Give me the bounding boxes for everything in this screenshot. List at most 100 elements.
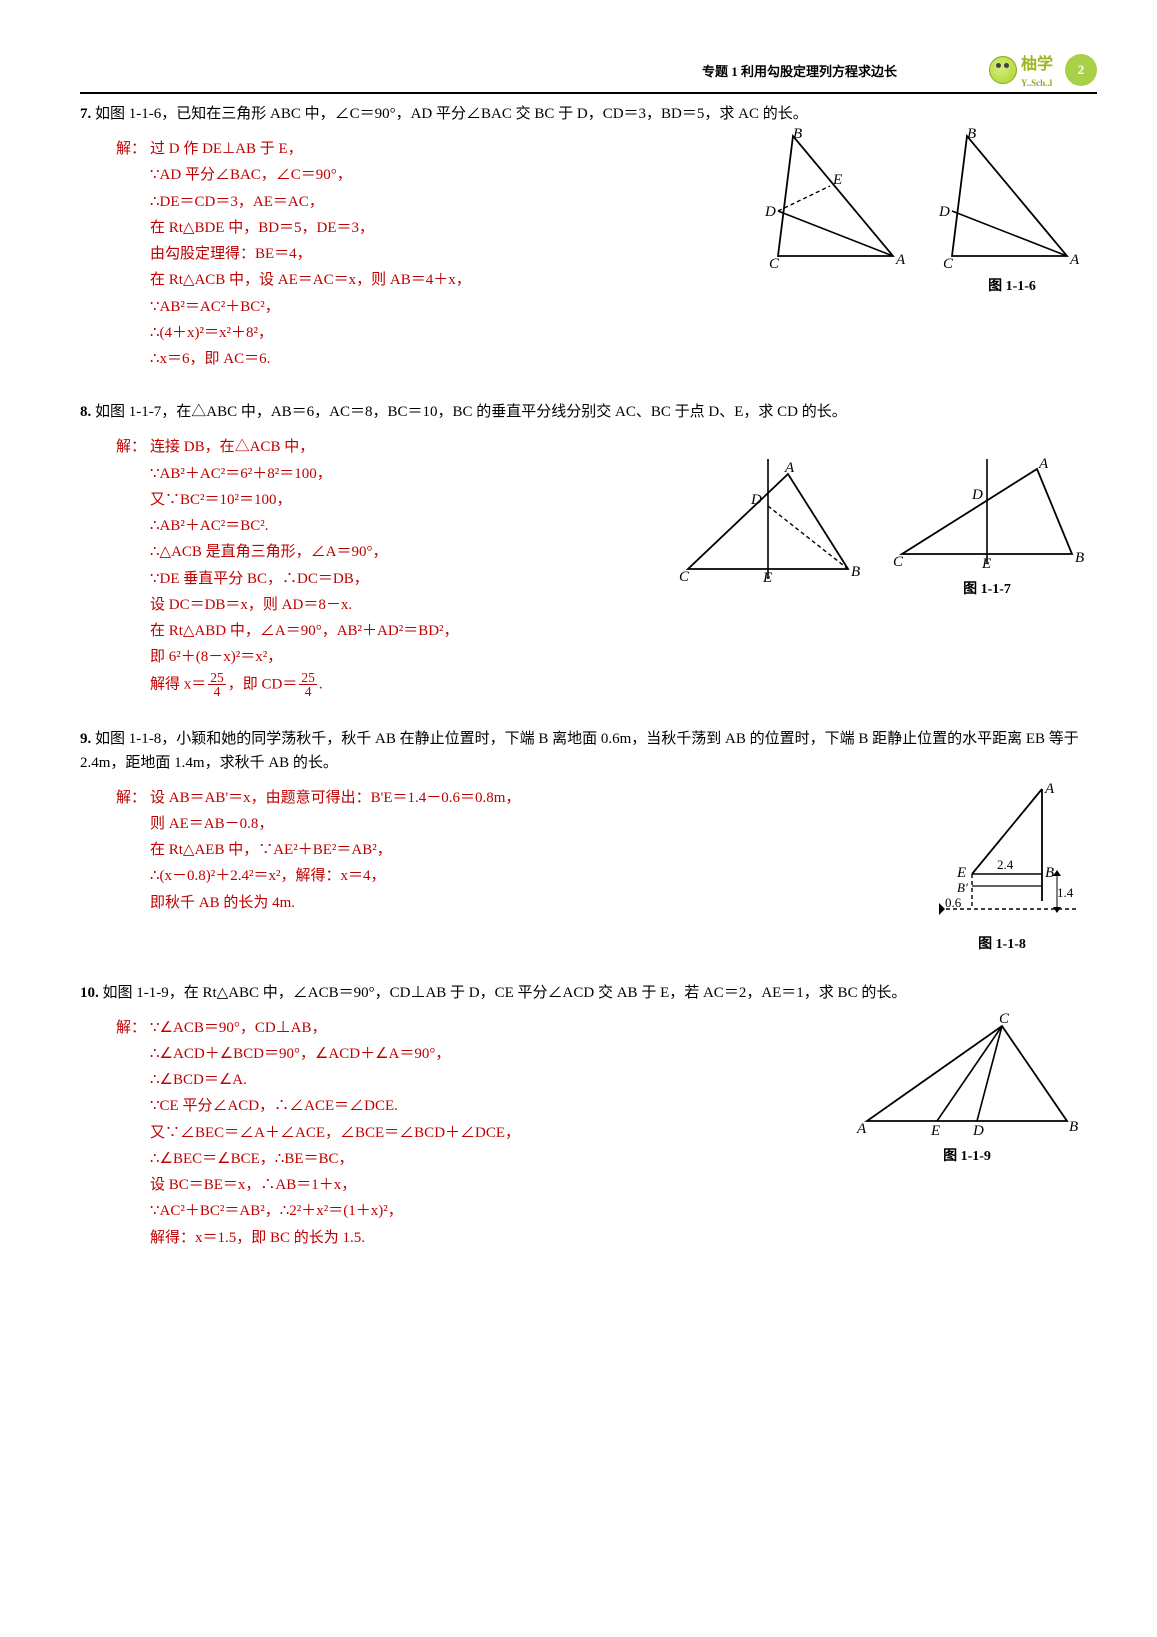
- problem-stem: 如图 1-1-7，在△ABC 中，AB＝6，AC＝8，BC＝10，BC 的垂直平…: [95, 404, 847, 420]
- solution-line: ∵DE 垂直平分 BC，∴DC＝DB，: [116, 566, 655, 592]
- page-number-badge: 2: [1065, 54, 1097, 86]
- svg-text:B: B: [1045, 865, 1054, 881]
- solution-line: 连接 DB，在△ACB 中，: [146, 439, 314, 455]
- svg-text:A: A: [1069, 252, 1080, 268]
- solution-7: 解：过 D 作 DE⊥AB 于 E， ∵AD 平分∠BAC，∠C＝90°， ∴D…: [80, 136, 745, 372]
- problem-stem: 如图 1-1-6，已知在三角形 ABC 中，∠C＝90°，AD 平分∠BAC 交…: [95, 106, 808, 122]
- fraction-den: 4: [299, 685, 317, 699]
- svg-text:E: E: [832, 172, 842, 188]
- svg-text:C: C: [999, 1011, 1010, 1027]
- figure-label: 图 1-1-7: [887, 578, 1087, 598]
- svg-text:E: E: [956, 865, 966, 881]
- solution-text: .: [319, 676, 323, 692]
- problem-number: 10.: [80, 985, 99, 1001]
- svg-text:D: D: [750, 492, 762, 508]
- solution-line: ∴(4＋x)²＝x²＋8²，: [116, 320, 745, 346]
- solution-line: 在 Rt△ABD 中，∠A＝90°，AB²＋AD²＝BD²，: [116, 618, 655, 644]
- svg-text:C: C: [769, 256, 780, 271]
- svg-text:D: D: [972, 1123, 984, 1139]
- problem-10: 10. 如图 1-1-9，在 Rt△ABC 中，∠ACB＝90°，CD⊥AB 于…: [80, 981, 1097, 1251]
- solution-line: 又∵∠BEC＝∠A＋∠ACE，∠BCE＝∠BCD＋∠DCE，: [116, 1120, 829, 1146]
- problem-number: 9.: [80, 731, 91, 747]
- header-rule: [80, 92, 1097, 94]
- solution-8: 解：连接 DB，在△ACB 中， ∵AB²＋AC²＝6²＋8²＝100， 又∵B…: [80, 434, 655, 698]
- solution-label: 解：: [116, 1020, 146, 1036]
- brand-logo: 柚学 Y..Sch..l: [989, 50, 1053, 90]
- solution-10: 解：∵∠ACB＝90°，CD⊥AB， ∴∠ACD＋∠BCD＝90°，∠ACD＋∠…: [80, 1015, 829, 1251]
- page-header: 专题 1 利用勾股定理列方程求边长 柚学 Y..Sch..l 2: [80, 50, 1097, 90]
- solution-text: ，即 CD＝: [228, 676, 298, 692]
- fraction: 254: [299, 671, 317, 699]
- svg-text:B': B': [957, 880, 968, 895]
- solution-line: 则 AE＝AB－0.8，: [116, 811, 899, 837]
- svg-text:B: B: [851, 564, 860, 580]
- fraction-den: 4: [208, 685, 226, 699]
- solution-line: 解得 x＝254，即 CD＝254.: [116, 671, 655, 699]
- solution-label: 解：: [116, 141, 146, 157]
- svg-text:C: C: [679, 569, 690, 584]
- solution-line: ∴∠BEC＝∠BCE，∴BE＝BC，: [116, 1146, 829, 1172]
- svg-text:D: D: [764, 204, 776, 220]
- solution-line: ∴DE＝CD＝3，AE＝AC，: [116, 189, 745, 215]
- figure-label: 图 1-1-8: [917, 933, 1087, 953]
- problem-stem: 如图 1-1-9，在 Rt△ABC 中，∠ACB＝90°，CD⊥AB 于 D，C…: [103, 985, 907, 1001]
- solution-line: ∵AC²＋BC²＝AB²，∴2²＋x²＝(1＋x)²，: [116, 1198, 829, 1224]
- solution-line: ∴x＝6，即 AC＝6.: [116, 346, 745, 372]
- svg-text:2.4: 2.4: [997, 857, 1014, 872]
- svg-text:D: D: [938, 204, 950, 220]
- problem-7: 7. 如图 1-1-6，已知在三角形 ABC 中，∠C＝90°，AD 平分∠BA…: [80, 102, 1097, 372]
- solution-line: 即秋千 AB 的长为 4m.: [116, 890, 899, 916]
- svg-text:E: E: [762, 570, 772, 584]
- figure-7b: B D C A 图 1-1-6: [937, 126, 1087, 295]
- solution-line: 又∵BC²＝10²＝100，: [116, 487, 655, 513]
- problem-8: 8. 如图 1-1-7，在△ABC 中，AB＝6，AC＝8，BC＝10，BC 的…: [80, 400, 1097, 698]
- svg-text:A: A: [1038, 456, 1049, 472]
- header-subject: 专题 1 利用勾股定理列方程求边长: [702, 61, 897, 80]
- solution-line: ∵AD 平分∠BAC，∠C＝90°，: [116, 162, 745, 188]
- figure-8a: A D C E B: [673, 454, 863, 584]
- figure-10: C A E D B 图 1-1-9: [847, 1011, 1087, 1165]
- svg-text:A: A: [856, 1121, 867, 1137]
- solution-line: 即 6²＋(8－x)²＝x²，: [116, 644, 655, 670]
- svg-text:D: D: [971, 487, 983, 503]
- solution-text: 解得 x＝: [150, 676, 206, 692]
- solution-line: 在 Rt△AEB 中，∵AE²＋BE²＝AB²，: [116, 837, 899, 863]
- problem-9: 9. 如图 1-1-8，小颖和她的同学荡秋千，秋千 AB 在静止位置时，下端 B…: [80, 727, 1097, 953]
- problem-number: 7.: [80, 106, 91, 122]
- svg-text:C: C: [943, 256, 954, 271]
- solution-line: 解得：x＝1.5，即 BC 的长为 1.5.: [116, 1225, 829, 1251]
- solution-line: ∵AB²＝AC²＋BC²，: [116, 294, 745, 320]
- solution-9: 解：设 AB＝AB'＝x，由题意可得出：B'E＝1.4－0.6＝0.8m， 则 …: [80, 785, 899, 916]
- solution-line: 设 DC＝DB＝x，则 AD＝8－x.: [116, 592, 655, 618]
- svg-text:A: A: [784, 460, 795, 476]
- solution-line: ∵CE 平分∠ACD，∴∠ACE＝∠DCE.: [116, 1093, 829, 1119]
- svg-text:B: B: [967, 126, 976, 142]
- solution-line: 在 Rt△ACB 中，设 AE＝AC＝x，则 AB＝4＋x，: [116, 267, 745, 293]
- svg-text:1.4: 1.4: [1057, 885, 1074, 900]
- solution-label: 解：: [116, 790, 146, 806]
- svg-text:A: A: [895, 252, 906, 268]
- figure-8b: A D C E B 图 1-1-7: [887, 454, 1087, 598]
- svg-text:0.6: 0.6: [945, 895, 962, 910]
- svg-text:E: E: [981, 556, 991, 572]
- svg-text:E: E: [930, 1123, 940, 1139]
- solution-line: 由勾股定理得：BE＝4，: [116, 241, 745, 267]
- solution-line: 设 AB＝AB'＝x，由题意可得出：B'E＝1.4－0.6＝0.8m，: [146, 790, 520, 806]
- pomelo-icon: [989, 56, 1017, 84]
- solution-line: ∴∠BCD＝∠A.: [116, 1067, 829, 1093]
- figure-7a: B D E C A: [763, 126, 913, 271]
- figure-9: A E B B' 2.4 1.4 0.6 图 1-1-8: [917, 779, 1087, 953]
- solution-line: ∵∠ACB＝90°，CD⊥AB，: [146, 1020, 327, 1036]
- solution-line: 设 BC＝BE＝x，∴AB＝1＋x，: [116, 1172, 829, 1198]
- svg-text:B: B: [1069, 1119, 1078, 1135]
- solution-line: 在 Rt△BDE 中，BD＝5，DE＝3，: [116, 215, 745, 241]
- solution-line: ∴△ACB 是直角三角形，∠A＝90°，: [116, 539, 655, 565]
- solution-label: 解：: [116, 439, 146, 455]
- solution-line: 过 D 作 DE⊥AB 于 E，: [146, 141, 303, 157]
- svg-text:B: B: [793, 126, 802, 142]
- solution-line: ∵AB²＋AC²＝6²＋8²＝100，: [116, 461, 655, 487]
- svg-text:C: C: [893, 554, 904, 570]
- solution-line: ∴∠ACD＋∠BCD＝90°，∠ACD＋∠A＝90°，: [116, 1041, 829, 1067]
- figure-label: 图 1-1-6: [937, 275, 1087, 295]
- fraction: 254: [208, 671, 226, 699]
